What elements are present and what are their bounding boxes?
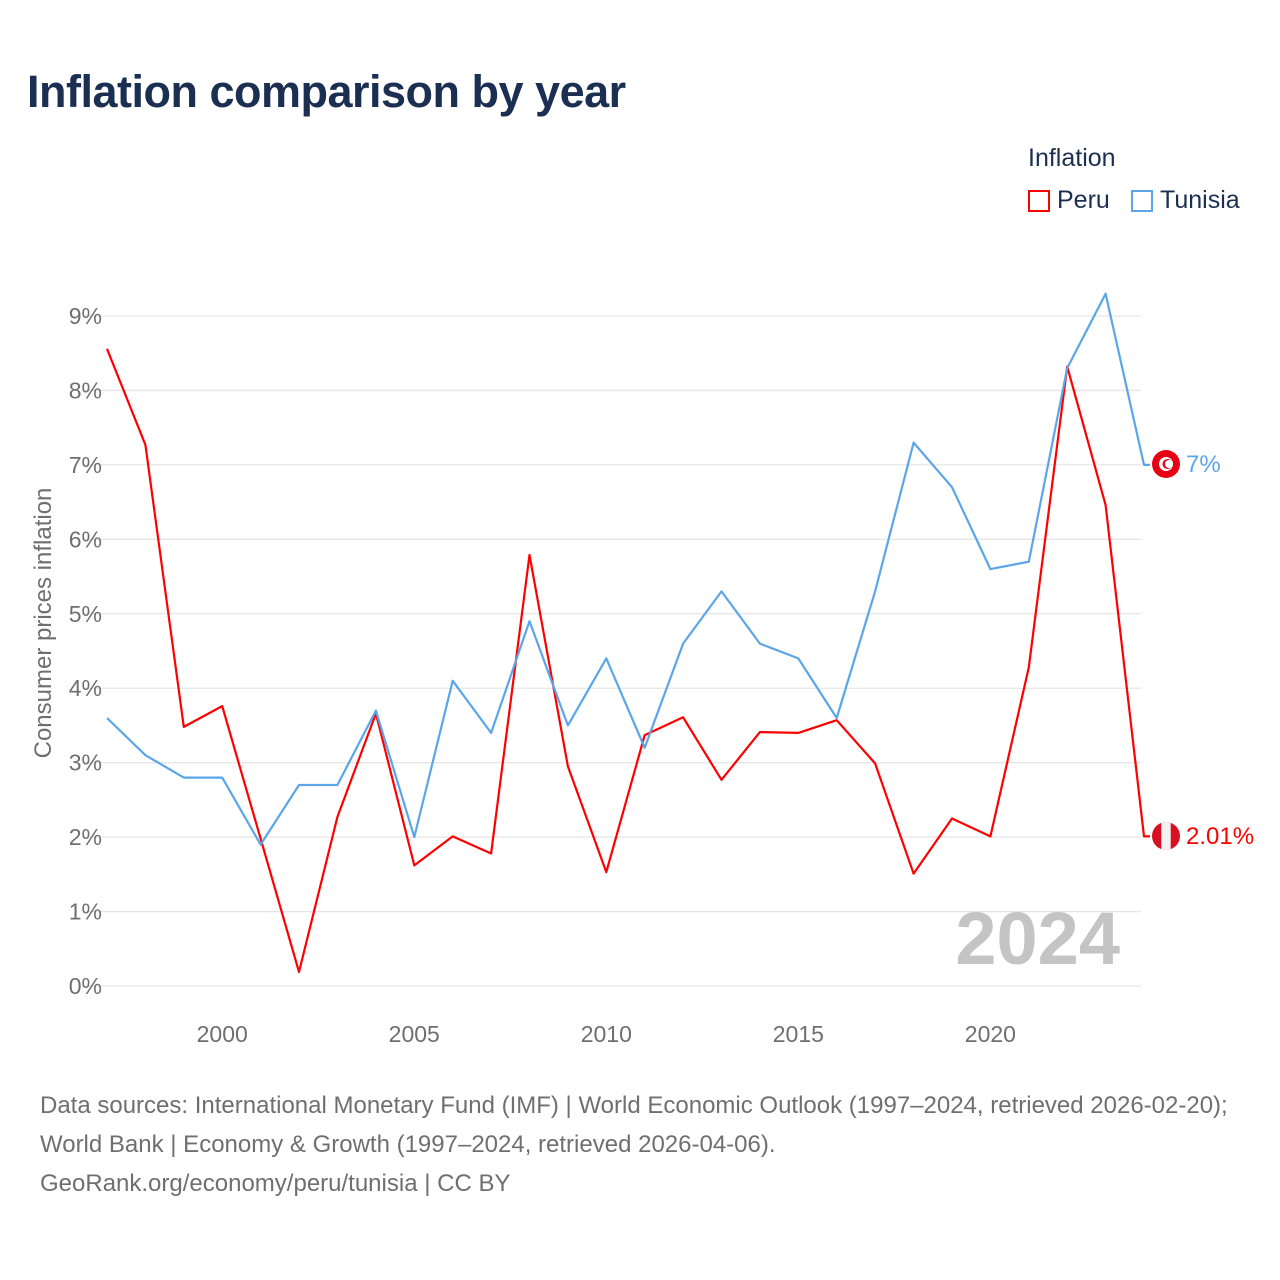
legend-item-tunisia[interactable]: Tunisia	[1131, 186, 1240, 215]
y-tick-label: 7%	[69, 452, 102, 478]
y-tick-label: 6%	[69, 526, 102, 552]
legend-label-tunisia: Tunisia	[1160, 186, 1240, 214]
x-tick-label: 2005	[389, 1021, 440, 1047]
x-tick-label: 2015	[773, 1021, 824, 1047]
y-axis-label: Consumer prices inflation	[30, 488, 57, 759]
legend-swatch-peru	[1028, 189, 1050, 212]
legend-swatch-tunisia	[1131, 189, 1153, 212]
legend-item-peru[interactable]: Peru	[1028, 186, 1110, 215]
tunisia-end-marker: 7%	[1152, 450, 1221, 478]
y-tick-label: 5%	[69, 601, 102, 627]
source-link[interactable]: GeoRank.org/economy/peru/tunisia | CC BY	[40, 1170, 511, 1197]
year-watermark: 2024	[955, 897, 1120, 980]
y-tick-label: 0%	[69, 973, 102, 999]
x-tick-label: 2000	[197, 1021, 248, 1047]
y-tick-label: 8%	[69, 377, 102, 403]
x-tick-label: 2020	[965, 1021, 1016, 1047]
data-source-note: Data sources: International Monetary Fun…	[40, 1086, 1250, 1203]
y-tick-label: 9%	[69, 303, 102, 329]
peru-end-marker: 2.01%	[1152, 822, 1254, 850]
legend-label-peru: Peru	[1057, 186, 1110, 214]
tunisia-end-label: 7%	[1186, 451, 1221, 478]
source-line: Data sources: International Monetary Fun…	[40, 1092, 1228, 1158]
peru-end-label: 2.01%	[1186, 823, 1254, 850]
peru-flag-icon	[1152, 822, 1180, 850]
series-line-peru	[105, 348, 1150, 973]
y-tick-label: 2%	[69, 824, 102, 850]
y-tick-label: 3%	[69, 750, 102, 776]
y-tick-label: 4%	[69, 675, 102, 701]
chart-title: Inflation comparison by year	[27, 66, 626, 117]
x-tick-label: 2010	[581, 1021, 632, 1047]
y-tick-label: 1%	[69, 899, 102, 925]
series-line-tunisia	[106, 292, 1150, 846]
legend-title: Inflation	[1028, 144, 1116, 172]
